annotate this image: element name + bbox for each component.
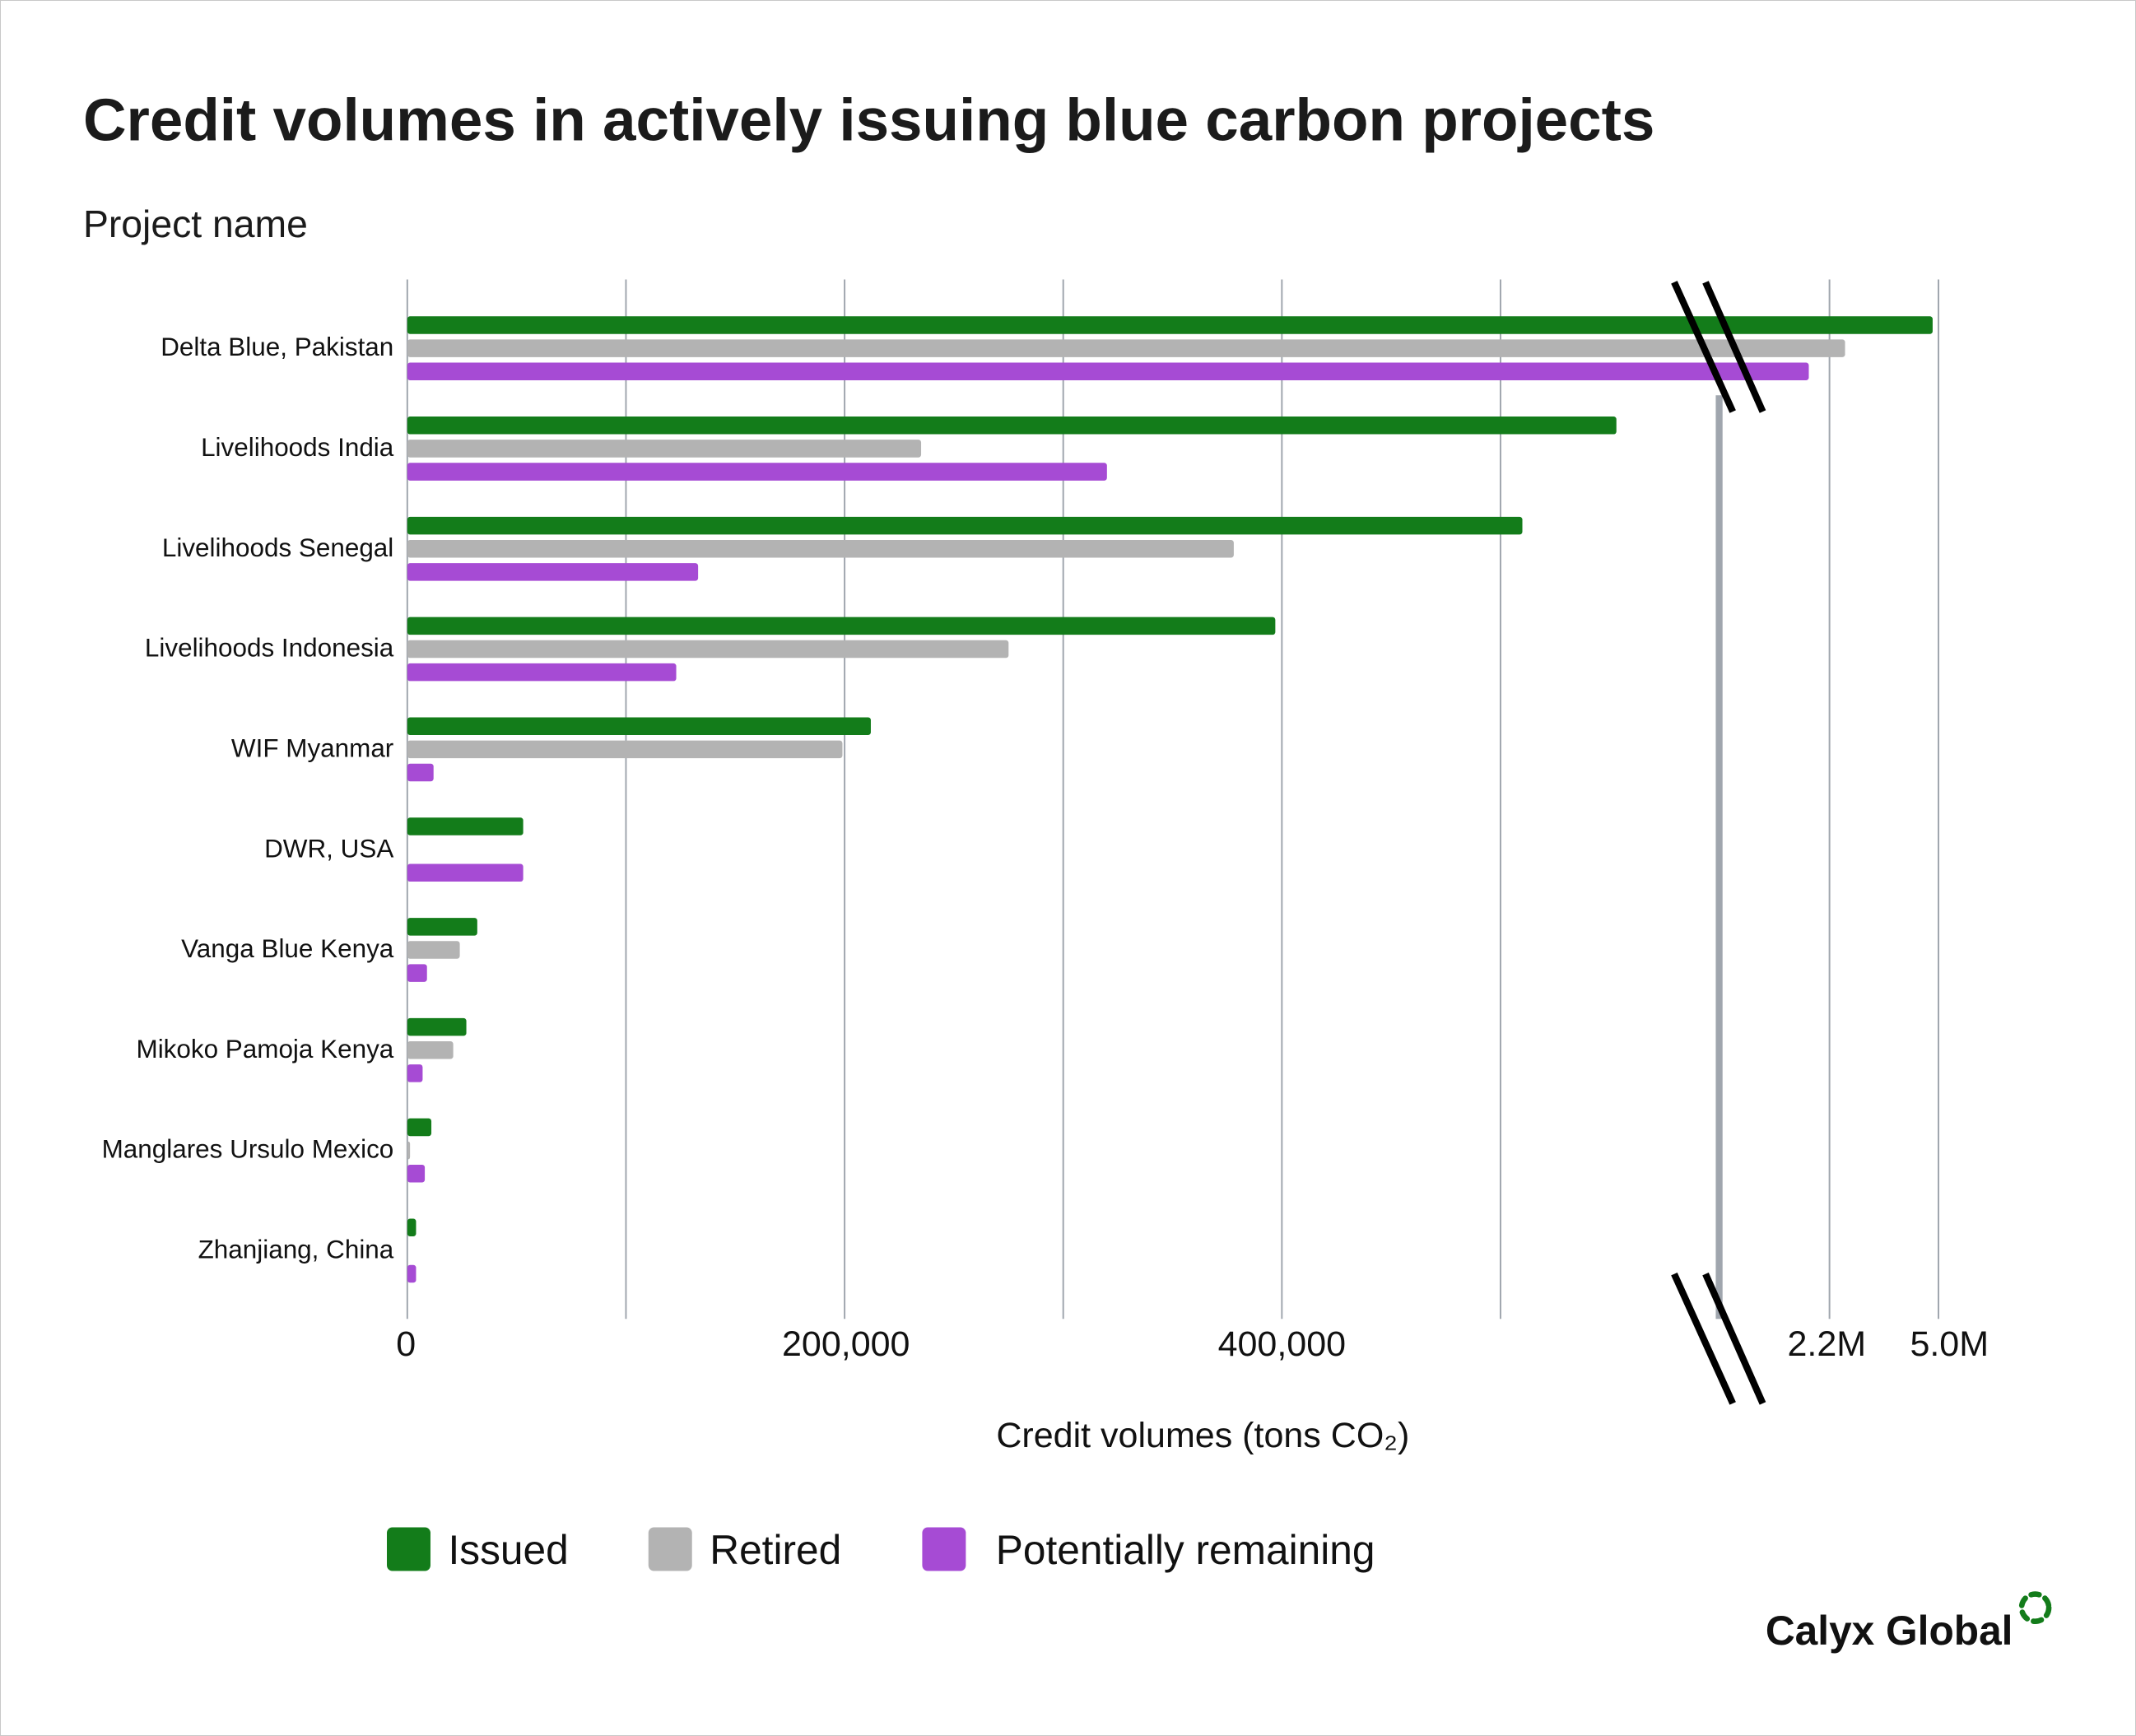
- bar-potentially-remaining: [407, 663, 677, 682]
- bar-retired: [407, 339, 1845, 357]
- bar-potentially-remaining: [407, 563, 699, 581]
- x-tick-label: 0: [396, 1324, 416, 1364]
- axis-break-bar: [1715, 395, 1723, 1319]
- legend-label-retired: Retired: [710, 1527, 841, 1573]
- bar-issued: [407, 316, 1933, 334]
- gridlines: [406, 279, 1940, 1319]
- bar-potentially-remaining: [407, 362, 1809, 381]
- legend-swatch-retired: [648, 1527, 692, 1571]
- bar-potentially-remaining: [407, 1264, 416, 1283]
- calyx-global-logo: Calyx Global: [1766, 1591, 2052, 1654]
- y-axis-title: Project name: [83, 202, 308, 245]
- bar-potentially-remaining: [407, 964, 427, 982]
- category-label: Livelihoods Senegal: [162, 533, 393, 562]
- bar-potentially-remaining: [407, 1164, 426, 1183]
- category-label: Livelihoods Indonesia: [145, 634, 394, 663]
- bar-issued: [407, 1118, 432, 1137]
- bar-potentially-remaining: [407, 863, 524, 882]
- x-tick-label: 400,000: [1218, 1324, 1347, 1364]
- axis-break-marks-top: [1671, 281, 1766, 413]
- category-label: Livelihoods India: [201, 433, 394, 462]
- legend-swatch-potentially-remaining: [922, 1527, 966, 1571]
- category-label: Manglares Ursulo Mexico: [102, 1135, 394, 1164]
- logo-text: Calyx Global: [1766, 1608, 2013, 1654]
- category-label: DWR, USA: [264, 834, 393, 863]
- chart-title: Credit volumes in actively issuing blue …: [83, 87, 1654, 154]
- bar-retired: [407, 1141, 411, 1160]
- bar-retired: [407, 1041, 454, 1059]
- bar-potentially-remaining: [407, 463, 1107, 481]
- bar-retired: [407, 440, 922, 458]
- x-tick-label: 2.2M: [1788, 1324, 1867, 1364]
- category-label: WIF Myanmar: [231, 733, 393, 762]
- bar-potentially-remaining: [407, 763, 434, 782]
- bar-retired: [407, 740, 843, 759]
- bar-issued: [407, 1218, 416, 1237]
- category-labels: Delta Blue, Pakistan Livelihoods India Liv…: [102, 333, 394, 1264]
- bar-issued: [407, 417, 1617, 435]
- logo-ring-icon: [2018, 1591, 2052, 1625]
- bar-retired: [407, 539, 1234, 558]
- bar-issued: [407, 918, 477, 936]
- bar-issued: [407, 717, 871, 735]
- bar-issued: [407, 817, 524, 835]
- bar-retired: [407, 640, 1009, 659]
- bar-issued: [407, 617, 1276, 635]
- x-tick-label: 200,000: [782, 1324, 910, 1364]
- legend: Issued Retired Potentially remaining: [387, 1527, 1375, 1573]
- category-label: Zhanjiang, China: [198, 1235, 394, 1264]
- legend-label-issued: Issued: [448, 1527, 568, 1573]
- category-label: Vanga Blue Kenya: [181, 934, 394, 963]
- x-axis-title: Credit volumes (tons CO₂): [996, 1416, 1409, 1455]
- legend-label-potentially-remaining: Potentially remaining: [996, 1527, 1375, 1573]
- legend-swatch-issued: [387, 1527, 430, 1571]
- bars: [407, 316, 1933, 1283]
- bar-issued: [407, 516, 1523, 535]
- bar-issued: [407, 1017, 467, 1036]
- x-tick-label: 5.0M: [1910, 1324, 1989, 1364]
- bar-retired: [407, 941, 460, 959]
- axis-break-marks-bottom: [1671, 1272, 1766, 1405]
- category-label: Mikoko Pamoja Kenya: [137, 1035, 394, 1063]
- category-label: Delta Blue, Pakistan: [161, 333, 393, 361]
- bar-potentially-remaining: [407, 1064, 423, 1082]
